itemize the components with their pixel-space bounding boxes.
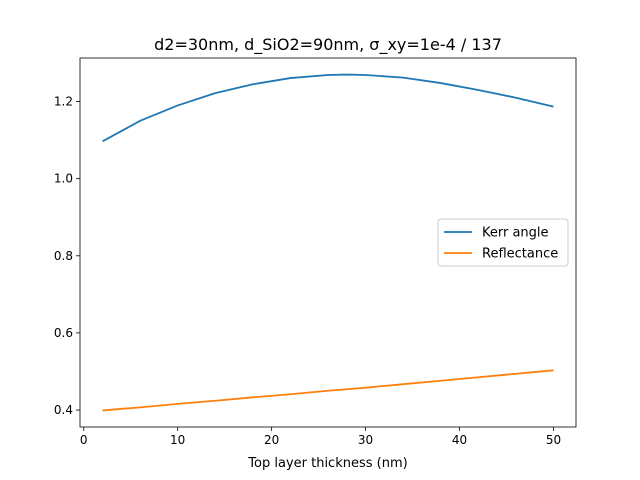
x-axis-label: Top layer thickness (nm) (247, 456, 407, 471)
legend: Kerr angle Reflectance (437, 218, 569, 267)
x-tick-label: 30 (358, 433, 373, 447)
x-tick-label: 40 (452, 433, 467, 447)
legend-label: Kerr angle (482, 226, 549, 241)
y-tick-label: 1.0 (54, 172, 73, 186)
chart-title: d2=30nm, d_SiO2=90nm, σ_xy=1e-4 / 137 (154, 35, 502, 55)
x-tick-label: 0 (80, 433, 88, 447)
y-axis: 0.4 0.6 0.8 1.0 1.2 (54, 95, 80, 417)
x-tick-label: 10 (170, 433, 185, 447)
x-axis: 0 10 20 30 40 50 (80, 427, 561, 447)
legend-label: Reflectance (482, 247, 558, 262)
x-tick-label: 20 (264, 433, 279, 447)
x-tick-label: 50 (546, 433, 561, 447)
y-tick-label: 0.6 (54, 326, 73, 340)
plot-area (79, 57, 577, 428)
series-line-1 (102, 369, 554, 412)
y-tick-label: 1.2 (54, 95, 73, 109)
plot-frame (79, 57, 577, 428)
legend-box (437, 218, 569, 267)
series-lines (102, 73, 554, 412)
series-line-0 (102, 73, 554, 143)
y-tick-label: 0.8 (54, 249, 73, 263)
y-tick-label: 0.4 (54, 403, 73, 417)
